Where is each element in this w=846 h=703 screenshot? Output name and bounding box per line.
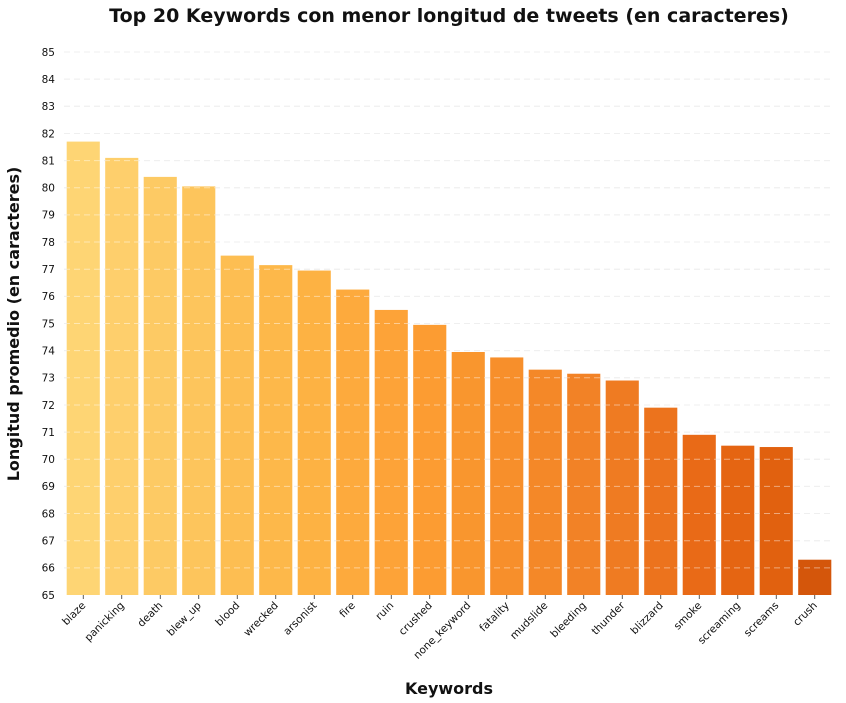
y-tick-label: 71 (42, 427, 55, 439)
y-tick-label: 69 (42, 481, 55, 493)
y-tick-label: 72 (42, 400, 55, 412)
x-axis-title: Keywords (405, 679, 493, 698)
bar (451, 352, 485, 595)
x-tick-label: crush (791, 600, 820, 629)
y-tick-label: 85 (42, 47, 55, 59)
y-tick-label: 76 (42, 291, 56, 303)
bar (721, 445, 755, 595)
bar (259, 265, 293, 595)
bar (220, 255, 254, 595)
y-tick-label: 70 (42, 454, 55, 466)
bar (682, 434, 716, 595)
y-tick-label: 78 (42, 237, 55, 249)
bar (528, 369, 562, 595)
bar (605, 380, 639, 595)
chart-title: Top 20 Keywords con menor longitud de tw… (109, 5, 789, 27)
y-tick-label: 74 (42, 345, 56, 357)
y-tick-label: 67 (42, 536, 55, 548)
x-tick-label: thunder (590, 599, 628, 637)
bar (798, 559, 832, 595)
y-tick-label: 81 (42, 155, 55, 167)
x-tick-label: ruin (373, 600, 396, 623)
bar (567, 373, 601, 595)
bar (490, 357, 524, 595)
x-tick-label: blew_up (165, 599, 204, 638)
bar (182, 186, 216, 595)
x-tick-label: bleeding (548, 600, 589, 641)
y-axis-title: Longitud promedio (en caracteres) (4, 167, 23, 482)
gridlines-overlay (64, 51, 834, 569)
x-tick-label: smoke (672, 600, 705, 633)
bar (374, 309, 408, 595)
x-tick-label: blizzard (629, 600, 666, 637)
bar (759, 447, 793, 595)
y-axis-ticks: 65 66 67 68 69 70 71 72 73 74 75 76 77 78 79 80 81 82 83 84… (42, 47, 56, 602)
x-tick-label: fire (337, 600, 358, 621)
y-tick-label: 82 (42, 128, 55, 140)
y-tick-label: 75 (42, 318, 55, 330)
x-tick-label: screams (742, 600, 782, 640)
bar (66, 141, 100, 595)
bars (66, 141, 832, 595)
y-tick-label: 66 (42, 563, 56, 575)
bar (336, 289, 370, 595)
y-tick-label: 80 (42, 183, 55, 195)
x-tick-label: crushed (397, 600, 435, 638)
bar (297, 270, 331, 595)
x-tick-label: panicking (82, 600, 126, 644)
gridlines (64, 51, 834, 569)
y-tick-label: 68 (42, 508, 55, 520)
y-tick-label: 73 (42, 373, 55, 385)
bar (644, 407, 678, 595)
x-tick-label: blaze (60, 600, 88, 628)
x-tick-label: arsonist (281, 600, 319, 638)
y-tick-label: 65 (42, 590, 55, 602)
bar (105, 157, 139, 595)
x-tick-label: blood (213, 600, 242, 629)
x-tick-label: wrecked (241, 600, 280, 639)
x-tick-label: mudslide (508, 600, 550, 642)
y-tick-label: 84 (42, 74, 56, 86)
y-tick-label: 79 (42, 210, 55, 222)
bar (413, 324, 447, 595)
bar (143, 176, 177, 595)
x-tick-label: death (135, 600, 165, 630)
y-tick-label: 77 (42, 264, 55, 276)
y-tick-label: 83 (42, 101, 55, 113)
x-tick-label: fatality (477, 600, 512, 635)
